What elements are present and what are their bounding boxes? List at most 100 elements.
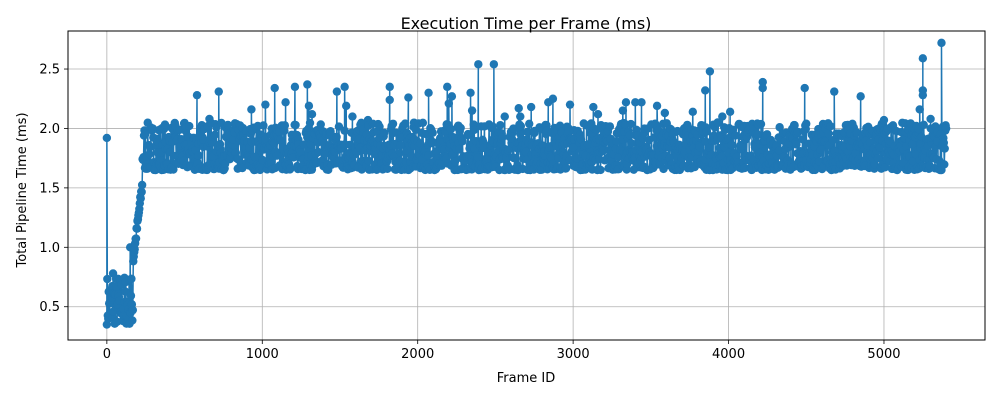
data-point-marker bbox=[131, 234, 141, 243]
data-point-marker bbox=[940, 144, 949, 153]
y-tick-label: 2.0 bbox=[39, 122, 60, 137]
data-point-marker bbox=[145, 149, 154, 159]
data-point-marker bbox=[296, 148, 305, 157]
data-point-marker bbox=[737, 142, 746, 151]
data-point-marker bbox=[259, 121, 268, 130]
data-point-marker bbox=[605, 122, 615, 131]
y-axis-ticks: 0.5 1.0 1.5 2.0 2.5 bbox=[39, 63, 68, 315]
x-axis-label: Frame ID bbox=[497, 371, 555, 386]
data-point-marker bbox=[192, 90, 202, 100]
data-point-marker bbox=[290, 82, 300, 92]
data-point-marker bbox=[660, 108, 670, 118]
data-point-marker bbox=[169, 165, 178, 174]
data-point-marker bbox=[463, 129, 473, 139]
data-point-marker bbox=[385, 95, 394, 105]
x-tick-label: 5000 bbox=[867, 347, 900, 362]
data-point-marker bbox=[280, 121, 290, 130]
data-point-marker bbox=[332, 87, 342, 96]
data-point-marker bbox=[627, 139, 636, 148]
data-point-marker bbox=[194, 151, 203, 160]
y-tick-label: 1.0 bbox=[39, 241, 60, 256]
data-point-marker bbox=[306, 140, 316, 149]
y-tick-label: 1.5 bbox=[39, 181, 60, 196]
data-point-marker bbox=[631, 98, 640, 107]
data-point-marker bbox=[621, 98, 631, 107]
data-point-marker bbox=[303, 80, 312, 89]
data-point-marker bbox=[185, 121, 194, 131]
data-point-marker bbox=[731, 131, 740, 140]
data-point-marker bbox=[800, 83, 809, 93]
data-point-marker bbox=[102, 133, 112, 143]
series-frame-time bbox=[102, 38, 951, 329]
plot-frame bbox=[67, 30, 986, 341]
data-point-marker bbox=[456, 123, 465, 133]
data-point-marker bbox=[701, 86, 710, 95]
data-point-marker bbox=[385, 82, 394, 92]
data-point-marker bbox=[702, 127, 712, 136]
data-point-marker bbox=[713, 118, 723, 128]
data-point-marker bbox=[816, 145, 825, 155]
data-point-marker bbox=[128, 316, 137, 325]
data-point-marker bbox=[705, 67, 715, 76]
data-point-marker bbox=[467, 106, 477, 115]
data-point-marker bbox=[725, 107, 735, 117]
data-point-marker bbox=[307, 109, 317, 119]
data-point-marker bbox=[618, 106, 628, 115]
data-point-marker bbox=[510, 153, 519, 163]
data-point-marker bbox=[718, 112, 727, 121]
data-point-marker bbox=[802, 119, 811, 128]
data-point-marker bbox=[247, 105, 256, 114]
data-point-marker bbox=[448, 150, 457, 160]
data-point-marker bbox=[316, 120, 325, 129]
data-point-marker bbox=[830, 87, 839, 96]
data-point-marker bbox=[281, 98, 290, 107]
data-point-marker bbox=[127, 274, 136, 283]
y-axis-label: Total Pipeline Time (ms) bbox=[15, 112, 30, 268]
data-point-marker bbox=[915, 105, 924, 114]
data-point-marker bbox=[474, 60, 483, 69]
data-point-marker bbox=[473, 153, 483, 162]
data-point-marker bbox=[137, 180, 147, 190]
x-tick-label: 3000 bbox=[557, 347, 590, 362]
data-point-marker bbox=[305, 118, 315, 128]
data-point-marker bbox=[447, 92, 457, 101]
data-point-marker bbox=[525, 119, 534, 128]
data-point-marker bbox=[272, 151, 282, 160]
data-point-marker bbox=[908, 156, 918, 166]
data-point-marker bbox=[907, 140, 917, 149]
data-point-marker bbox=[568, 143, 578, 152]
data-point-marker bbox=[428, 128, 437, 137]
data-point-marker bbox=[652, 101, 662, 111]
data-point-marker bbox=[383, 164, 392, 174]
data-point-marker bbox=[727, 140, 736, 150]
data-point-marker bbox=[446, 125, 456, 134]
data-point-marker bbox=[514, 104, 523, 113]
data-point-marker bbox=[379, 128, 389, 137]
data-point-marker bbox=[340, 82, 349, 92]
x-tick-label: 0 bbox=[103, 347, 111, 362]
data-point-marker bbox=[509, 124, 518, 133]
data-point-marker bbox=[375, 122, 384, 131]
data-point-marker bbox=[756, 119, 766, 129]
data-point-marker bbox=[304, 101, 314, 111]
data-point-marker bbox=[136, 194, 145, 203]
data-point-marker bbox=[918, 90, 928, 100]
data-point-marker bbox=[926, 114, 935, 124]
data-point-marker bbox=[340, 126, 349, 135]
data-point-marker bbox=[270, 83, 279, 93]
data-point-marker bbox=[500, 112, 509, 121]
data-point-marker bbox=[705, 143, 714, 152]
data-point-marker bbox=[941, 124, 951, 133]
data-point-marker bbox=[286, 164, 295, 173]
data-point-marker bbox=[250, 152, 260, 162]
data-point-marker bbox=[275, 135, 285, 145]
data-point-marker bbox=[299, 140, 309, 149]
data-point-marker bbox=[793, 127, 803, 137]
data-point-marker bbox=[214, 87, 223, 96]
data-point-marker bbox=[758, 83, 767, 93]
data-point-marker bbox=[496, 120, 505, 130]
data-point-marker bbox=[396, 141, 405, 150]
data-point-marker bbox=[688, 107, 697, 117]
